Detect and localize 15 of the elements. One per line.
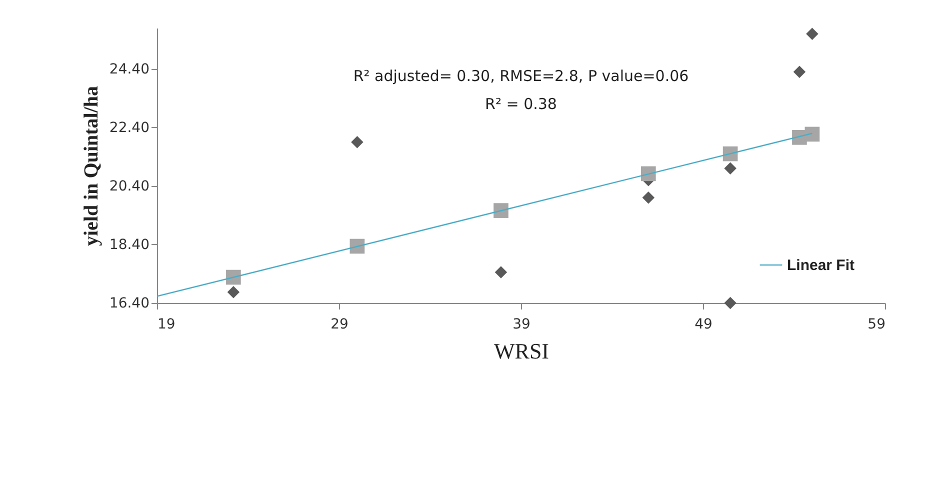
x-tick-label: 19 [158, 316, 176, 332]
x-tick-label: 39 [512, 316, 530, 332]
y-tick-label: 24.40 [109, 61, 150, 78]
y-tick-label: 20.40 [109, 178, 150, 194]
annotation: R² = 0.38 [485, 95, 557, 113]
y-axis-title: yield in Quintal/ha [80, 86, 102, 246]
y-tick-label: 18.40 [109, 236, 150, 253]
x-tick-label: 29 [330, 316, 348, 332]
x-axis-title: WRSI [494, 338, 549, 364]
annotation: R² adjusted= 0.30, RMSE=2.8, P value=0.06 [353, 67, 689, 85]
y-tick-label: 22.40 [109, 120, 150, 136]
x-tick-label: 49 [694, 316, 712, 332]
y-tick-label: 16.40 [109, 296, 150, 312]
legend-label: Linear Fit [787, 257, 855, 274]
x-tick-label: 59 [868, 316, 886, 332]
